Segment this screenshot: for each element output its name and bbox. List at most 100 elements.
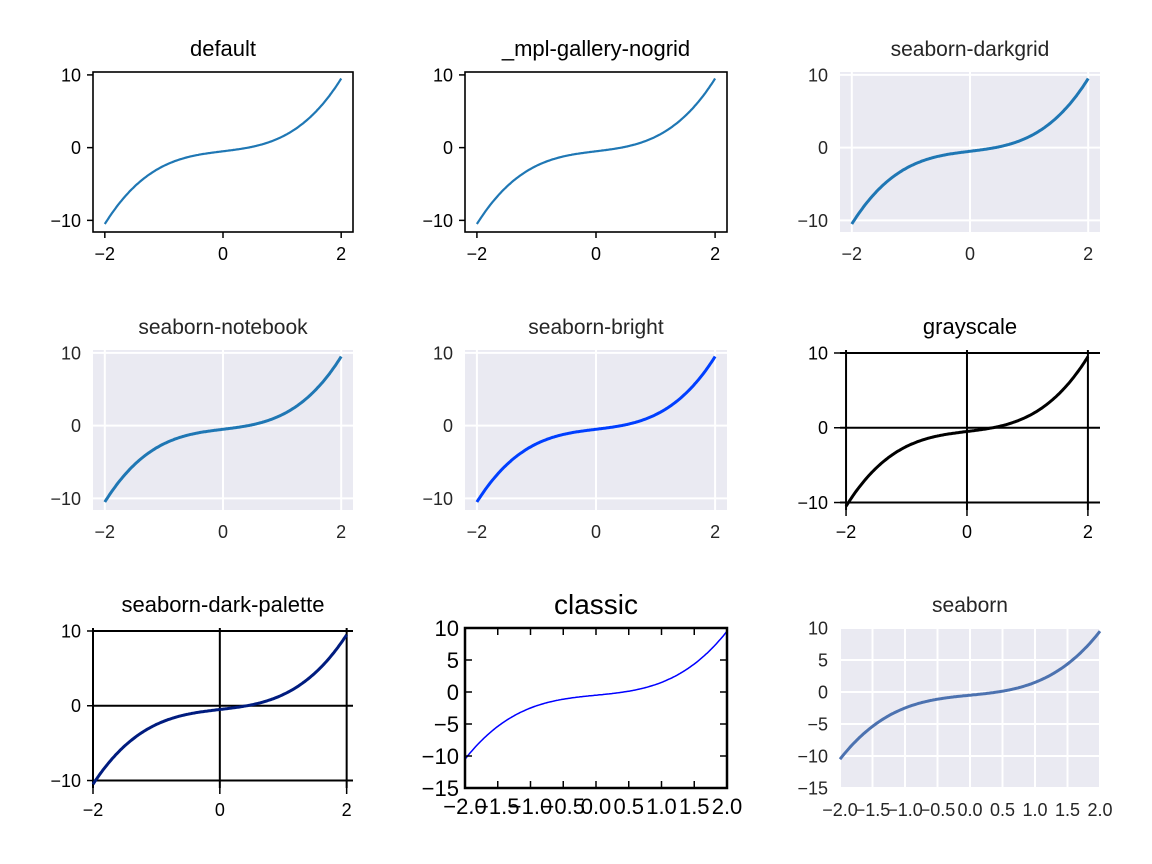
x-tick-label: 1.5 bbox=[679, 794, 710, 819]
x-tick-label: 2 bbox=[342, 800, 352, 820]
y-tick-label: −10 bbox=[422, 744, 459, 769]
y-tick-label: 10 bbox=[61, 65, 81, 85]
subplot-title: seaborn-bright bbox=[528, 316, 664, 339]
y-tick-label: 10 bbox=[808, 618, 828, 638]
subplot-title: seaborn-darkgrid bbox=[891, 38, 1050, 61]
subplot-title: seaborn-dark-palette bbox=[121, 592, 324, 617]
y-tick-label: 0 bbox=[447, 680, 459, 705]
y-tick-label: 10 bbox=[808, 65, 828, 85]
x-tick-label: 1.0 bbox=[646, 794, 677, 819]
x-tick-label: 0 bbox=[591, 244, 601, 264]
x-tick-label: 0.0 bbox=[957, 800, 982, 820]
subplot-seaborn-notebook: −2 0 2 −10 0 10 seaborn-notebook bbox=[50, 316, 353, 542]
y-tick-label: −5 bbox=[434, 712, 459, 737]
y-tick-label: −10 bbox=[797, 746, 828, 766]
y-tick-label: 10 bbox=[435, 616, 459, 641]
y-tick-label: −5 bbox=[807, 714, 828, 734]
x-tick-label: 0 bbox=[218, 522, 228, 542]
y-tick-label: −10 bbox=[50, 489, 81, 509]
y-tick-label: −10 bbox=[797, 211, 828, 231]
y-tick-label: −15 bbox=[797, 778, 828, 798]
subplot-seaborn-darkgrid: −2 0 2 −10 0 10 seaborn-darkgrid bbox=[797, 38, 1100, 264]
y-tick-label: −10 bbox=[422, 211, 453, 231]
x-tick-label: −1.0 bbox=[887, 800, 923, 820]
x-tick-label: −2.0 bbox=[443, 794, 486, 819]
x-tick-label: −1.5 bbox=[476, 794, 519, 819]
x-tick-label: 2 bbox=[1083, 522, 1093, 542]
y-tick-label: −10 bbox=[422, 489, 453, 509]
x-tick-label: 0 bbox=[965, 244, 975, 264]
x-tick-label: 1.5 bbox=[1055, 800, 1080, 820]
y-tick-label: −10 bbox=[50, 211, 81, 231]
x-tick-label: −2 bbox=[842, 244, 863, 264]
subplot-_mpl-gallery-nogrid: −2 0 2 −10 0 10 _mpl-gallery-nogrid bbox=[422, 36, 728, 264]
y-tick-label: 10 bbox=[61, 621, 81, 641]
x-tick-label: 2.0 bbox=[1087, 800, 1112, 820]
x-tick-label: −0.5 bbox=[542, 794, 585, 819]
x-tick-label: −2 bbox=[467, 244, 488, 264]
y-tick-label: 0 bbox=[818, 418, 828, 438]
y-tick-label: 0 bbox=[818, 682, 828, 702]
x-tick-label: 0 bbox=[591, 522, 601, 542]
subplot-classic: −2.0−1.5−1.0−0.50.0 0.5 1.0 1.5 2.0 −15 −10 −5 0… bbox=[422, 589, 743, 819]
y-tick-label: −15 bbox=[422, 776, 459, 801]
data-line bbox=[475, 77, 717, 225]
data-line bbox=[103, 77, 343, 225]
x-tick-label: 2.0 bbox=[712, 794, 743, 819]
plot-background bbox=[465, 628, 727, 788]
x-tick-label: −1.0 bbox=[509, 794, 552, 819]
subplot-seaborn: −2.0−1.5−1.0−0.5 0.0 0.5 1.0 1.5 2.0 −15 −10 −5 0… bbox=[797, 594, 1112, 820]
subplot-title: default bbox=[190, 36, 256, 61]
x-tick-label: −2 bbox=[836, 522, 857, 542]
x-tick-label: 0.5 bbox=[613, 794, 644, 819]
x-tick-label: 1.0 bbox=[1022, 800, 1047, 820]
y-tick-label: −10 bbox=[50, 771, 81, 791]
subplot-default: −2 0 2 −10 0 10 default bbox=[50, 36, 354, 264]
subplot-title: seaborn-notebook bbox=[138, 316, 308, 339]
y-tick-label: 10 bbox=[433, 65, 453, 85]
x-tick-label: −2.0 bbox=[822, 800, 858, 820]
y-tick-label: 0 bbox=[71, 416, 81, 436]
data-line bbox=[103, 355, 343, 503]
x-tick-label: −2 bbox=[467, 522, 488, 542]
x-tick-label: 2 bbox=[336, 244, 346, 264]
x-tick-label: 2 bbox=[710, 244, 720, 264]
y-tick-label: 5 bbox=[818, 650, 828, 670]
subplot-title: _mpl-gallery-nogrid bbox=[501, 36, 690, 61]
x-tick-label: 0 bbox=[218, 244, 228, 264]
x-tick-label: −2 bbox=[95, 522, 116, 542]
subplot-title: seaborn bbox=[932, 594, 1008, 617]
x-tick-label: −2 bbox=[83, 800, 104, 820]
x-tick-label: 0 bbox=[962, 522, 972, 542]
y-tick-label: 10 bbox=[808, 343, 828, 363]
subplot-title: classic bbox=[554, 589, 638, 620]
data-line bbox=[838, 630, 1102, 761]
x-tick-label: −1.5 bbox=[855, 800, 891, 820]
data-line bbox=[464, 630, 728, 760]
y-tick-label: 0 bbox=[71, 696, 81, 716]
data-line bbox=[475, 355, 717, 503]
y-tick-label: 10 bbox=[61, 343, 81, 363]
y-tick-label: 10 bbox=[433, 343, 453, 363]
x-tick-label: 0 bbox=[215, 800, 225, 820]
y-tick-label: 0 bbox=[71, 138, 81, 158]
x-tick-label: −2 bbox=[95, 244, 116, 264]
y-tick-label: −10 bbox=[797, 493, 828, 513]
x-tick-label: −0.5 bbox=[920, 800, 956, 820]
data-line bbox=[844, 355, 1090, 508]
subplot-seaborn-bright: −2 0 2 −10 0 10 seaborn-bright bbox=[422, 316, 727, 542]
x-tick-label: 0.5 bbox=[990, 800, 1015, 820]
subplot-title: grayscale bbox=[923, 314, 1017, 339]
y-tick-label: 5 bbox=[447, 648, 459, 673]
data-line bbox=[91, 633, 348, 786]
x-tick-label: 2 bbox=[336, 522, 346, 542]
y-tick-label: 0 bbox=[443, 416, 453, 436]
subplot-grayscale: −2 0 2 −10 0 10 grayscale bbox=[797, 314, 1100, 542]
data-line bbox=[850, 77, 1090, 225]
x-tick-label: 0.0 bbox=[581, 794, 612, 819]
subplot-seaborn-dark-palette: −2 0 2 −10 0 10 seaborn-dark-palette bbox=[50, 592, 353, 820]
y-tick-label: 0 bbox=[818, 138, 828, 158]
y-tick-label: 0 bbox=[443, 138, 453, 158]
x-tick-label: 2 bbox=[1083, 244, 1093, 264]
